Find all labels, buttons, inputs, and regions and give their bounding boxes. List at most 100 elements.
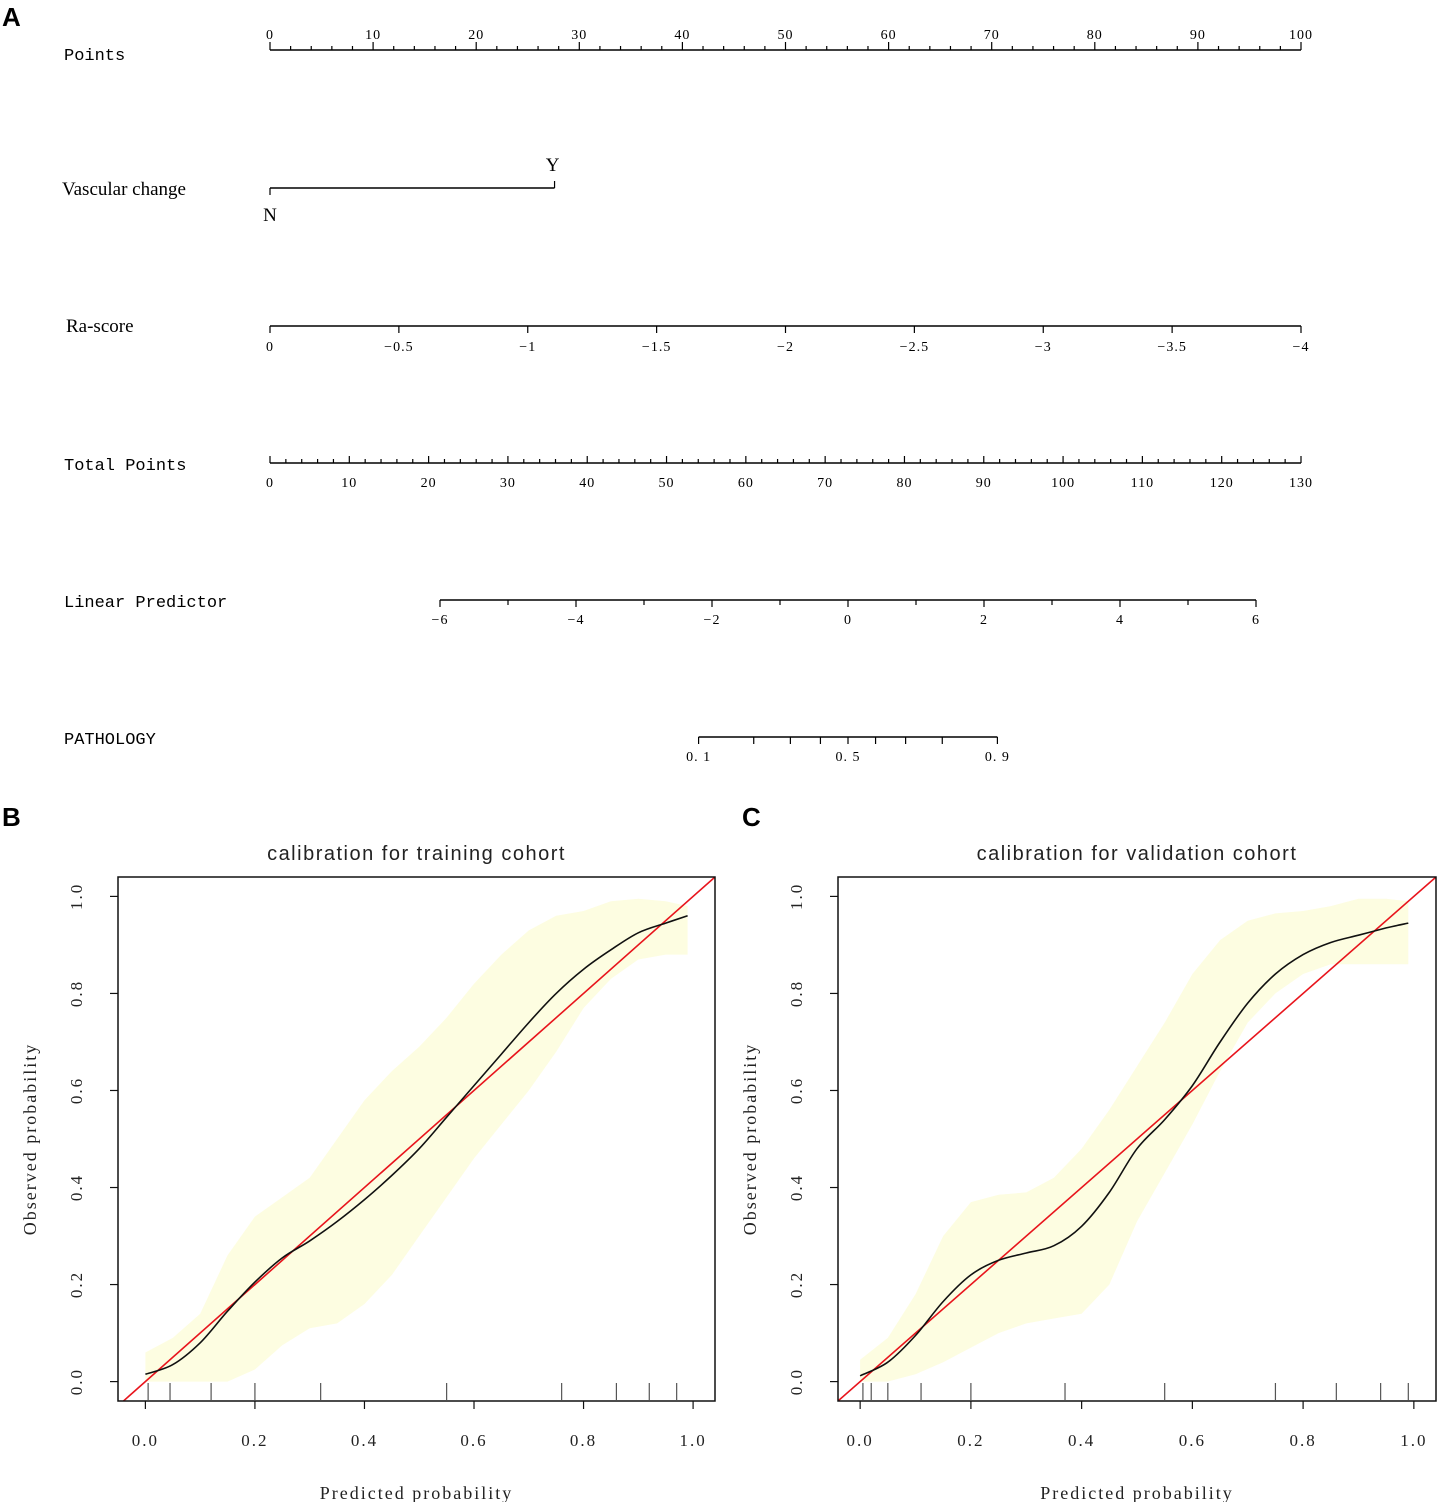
y-axis-label: Observed probability <box>20 1043 40 1235</box>
y-tick-label: 1.0 <box>787 883 806 910</box>
linear-predictor-tick-label: 0 <box>844 613 852 628</box>
pathology-tick-label: 0. 1 <box>686 750 711 765</box>
y-tick-label: 0.4 <box>67 1174 86 1201</box>
plot-frame <box>837 876 1437 1402</box>
nomogram-row-vascular-change: Vascular change N Y <box>62 155 560 226</box>
calibration-curve <box>145 915 688 1376</box>
points-tick-label: 0 <box>266 28 274 43</box>
y-tick-label: 0.4 <box>787 1174 806 1201</box>
x-tick-label: 0.6 <box>1179 1431 1206 1450</box>
ra-score-tick-label: −1.5 <box>642 340 671 355</box>
ra-score-tick-label: 0 <box>266 340 274 355</box>
nomogram-row-label: PATHOLOGY <box>64 731 156 750</box>
total-points-tick-label: 20 <box>421 476 437 491</box>
linear-predictor-tick-label: 2 <box>980 613 988 628</box>
vascular-change-category-n: N <box>263 205 277 226</box>
ideal-line <box>838 877 1436 1401</box>
nomogram-row-linear-predictor: Linear Predictor −6 −4 −2 0 2 4 6 <box>64 594 1260 628</box>
nomogram-row-ra-score: Ra-score 0 −0.5 −1 −1.5 −2 −2.5 −3 −3.5 −4 <box>66 316 1310 355</box>
points-tick-label: 40 <box>674 28 690 43</box>
ra-score-tick-label: −0.5 <box>384 340 413 355</box>
y-tick-label: 0.2 <box>787 1271 806 1298</box>
pathology-tick-label: 0. 5 <box>836 750 861 765</box>
points-tick-label: 50 <box>778 28 794 43</box>
chart-title: calibration for training cohort <box>267 843 566 865</box>
ra-score-tick-label: −1 <box>519 340 536 355</box>
x-tick-label: 1.0 <box>679 1431 706 1450</box>
total-points-tick-label: 90 <box>976 476 992 491</box>
y-tick-label: 1.0 <box>67 883 86 910</box>
x-axis-label: Predicted probability <box>320 1483 513 1502</box>
training-calibration-panel: B calibration for training cohort 0.0 0.2 0… <box>2 802 716 1502</box>
nomogram-row-pathology: PATHOLOGY 0. 1 0. 5 0. 9 <box>64 731 1010 765</box>
linear-predictor-tick-label: −2 <box>704 613 721 628</box>
pathology-tick-label: 0. 9 <box>985 750 1010 765</box>
panel-label-b: B <box>2 802 21 832</box>
total-points-tick-label: 60 <box>738 476 754 491</box>
points-tick-label: 70 <box>984 28 1000 43</box>
y-tick-label: 0.0 <box>787 1368 806 1395</box>
plot-area <box>838 877 1436 1401</box>
plot-frame <box>117 876 716 1402</box>
nomogram-row-label: Points <box>64 47 125 66</box>
points-tick-label: 20 <box>468 28 484 43</box>
vascular-change-category-y: Y <box>546 155 560 176</box>
total-points-tick-label: 120 <box>1210 476 1234 491</box>
x-tick-label: 0.8 <box>570 1431 597 1450</box>
total-points-tick-label: 40 <box>579 476 595 491</box>
total-points-tick-label: 50 <box>659 476 675 491</box>
points-tick-label: 90 <box>1190 28 1206 43</box>
linear-predictor-tick-label: −4 <box>568 613 585 628</box>
y-tick-label: 0.8 <box>787 980 806 1007</box>
total-points-tick-label: 0 <box>266 476 274 491</box>
linear-predictor-tick-label: −6 <box>432 613 449 628</box>
linear-predictor-tick-label: 6 <box>1252 613 1260 628</box>
x-tick-label: 0.4 <box>351 1431 378 1450</box>
y-tick-label: 0.6 <box>67 1077 86 1104</box>
points-tick-label: 30 <box>571 28 587 43</box>
panel-label-c: C <box>742 802 761 832</box>
points-tick-label: 80 <box>1087 28 1103 43</box>
total-points-tick-label: 10 <box>341 476 357 491</box>
y-tick-label: 0.6 <box>787 1077 806 1104</box>
x-tick-label: 0.0 <box>847 1431 874 1450</box>
nomogram-row-label: Linear Predictor <box>64 594 227 613</box>
nomogram-row-points: Points 0 10 20 30 40 50 60 70 80 90 100 <box>64 28 1313 66</box>
y-axis-label: Observed probability <box>740 1043 760 1235</box>
nomogram-row-total-points: Total Points 0 10 20 30 40 50 60 70 80 90 100 110 120… <box>64 456 1312 491</box>
points-tick-label: 100 <box>1289 28 1313 43</box>
x-axis-label: Predicted probability <box>1040 1483 1233 1502</box>
panel-label-a: A <box>2 2 21 32</box>
total-points-tick-label: 110 <box>1131 476 1154 491</box>
ra-score-tick-label: −3 <box>1035 340 1052 355</box>
x-tick-label: 0.4 <box>1068 1431 1095 1450</box>
x-tick-label: 0.2 <box>241 1431 268 1450</box>
linear-predictor-tick-label: 4 <box>1116 613 1124 628</box>
ra-score-tick-label: −4 <box>1293 340 1310 355</box>
total-points-tick-label: 80 <box>896 476 912 491</box>
nomogram-row-label: Ra-score <box>66 316 134 337</box>
x-tick-label: 0.8 <box>1289 1431 1316 1450</box>
y-tick-label: 0.2 <box>67 1271 86 1298</box>
x-tick-label: 1.0 <box>1400 1431 1427 1450</box>
nomogram-row-label: Total Points <box>64 457 186 476</box>
total-points-tick-label: 70 <box>817 476 833 491</box>
y-tick-label: 0.0 <box>67 1368 86 1395</box>
calibration-curve <box>859 922 1409 1377</box>
total-points-tick-label: 30 <box>500 476 516 491</box>
total-points-tick-label: 100 <box>1051 476 1075 491</box>
x-tick-label: 0.0 <box>132 1431 159 1450</box>
ra-score-tick-label: −2 <box>777 340 794 355</box>
nomogram-row-label: Vascular change <box>62 179 186 200</box>
chart-title: calibration for validation cohort <box>977 843 1298 865</box>
x-tick-label: 0.6 <box>460 1431 487 1450</box>
validation-calibration-panel: C calibration for validation cohort 0.0 0.… <box>740 802 1437 1502</box>
ideal-line <box>122 877 715 1401</box>
points-tick-label: 10 <box>365 28 381 43</box>
ra-score-tick-label: −2.5 <box>900 340 929 355</box>
y-tick-label: 0.8 <box>67 980 86 1007</box>
x-tick-label: 0.2 <box>957 1431 984 1450</box>
ra-score-tick-label: −3.5 <box>1157 340 1186 355</box>
